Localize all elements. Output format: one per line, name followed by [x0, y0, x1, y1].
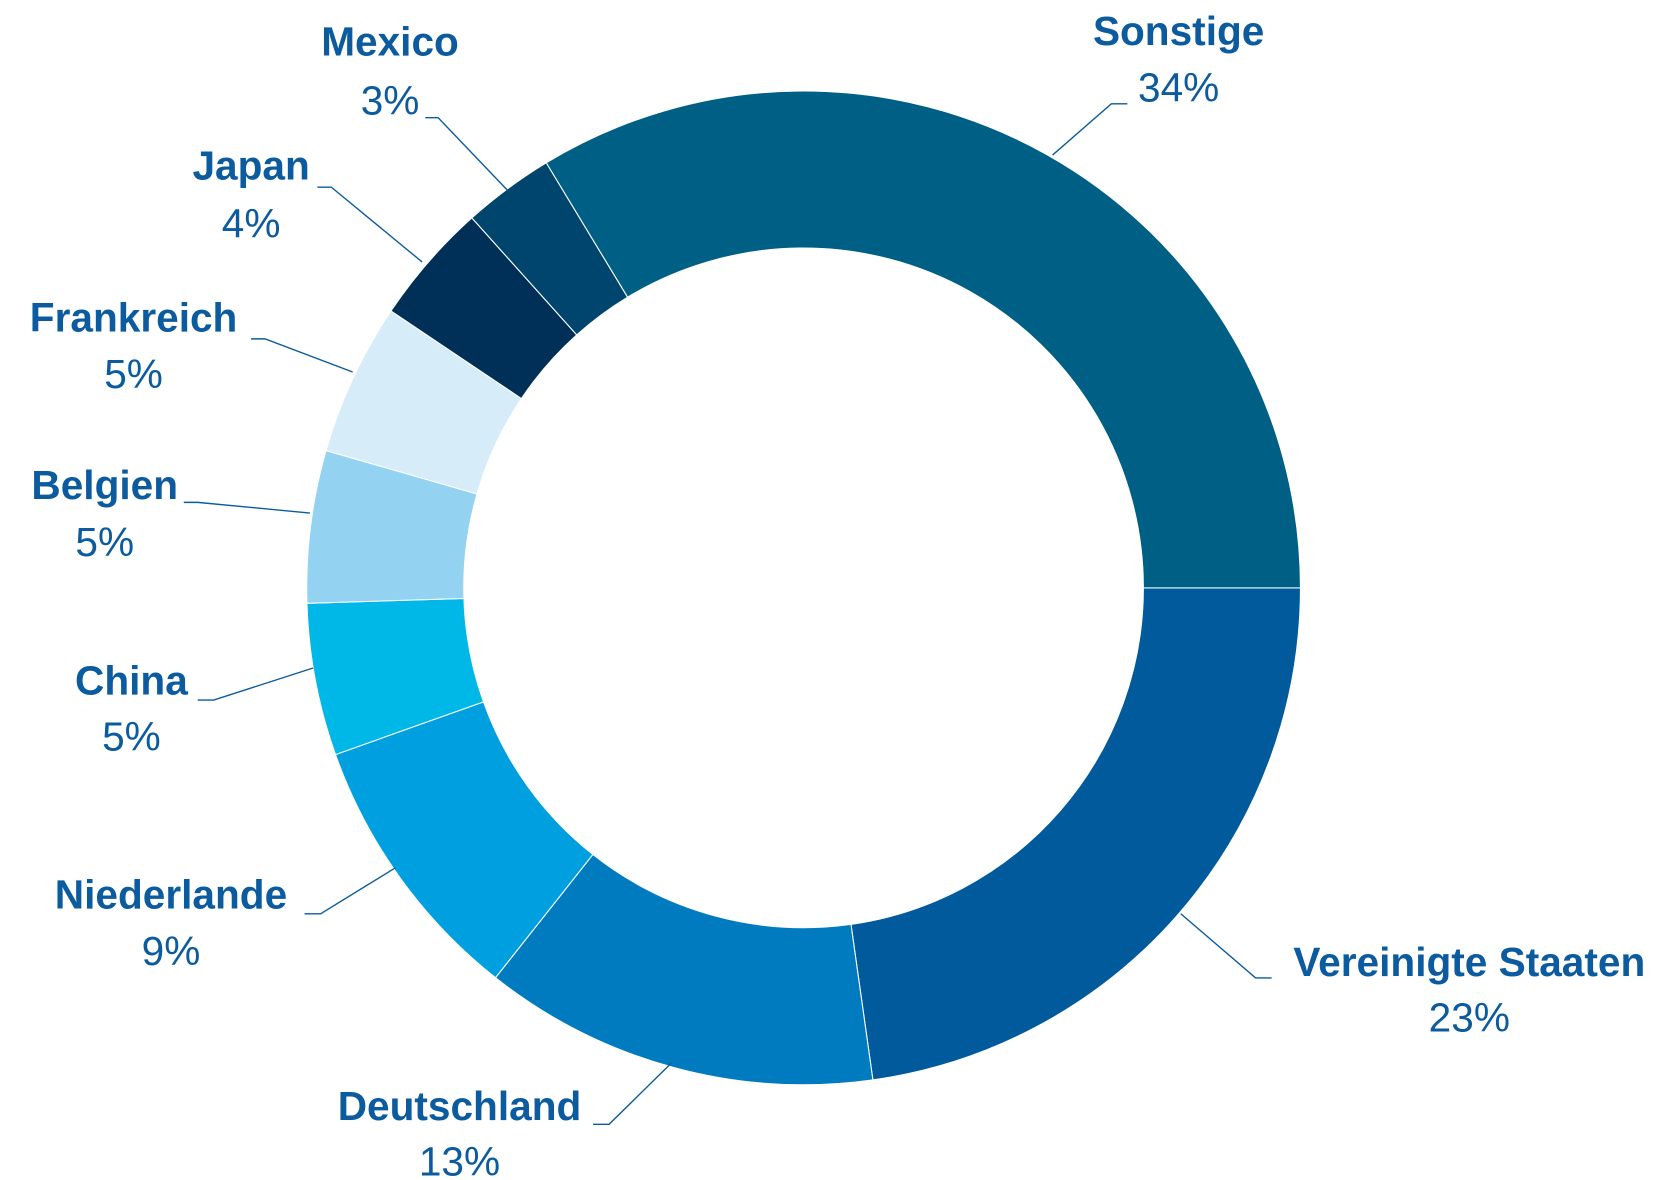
slice-name: Deutschland — [338, 1083, 582, 1129]
leader-line — [593, 1062, 672, 1125]
leader-line — [183, 501, 310, 514]
leader-line — [304, 867, 396, 915]
leader-line — [1052, 103, 1128, 156]
slice-value-label: 5% — [102, 713, 161, 759]
slice-value-label: 5% — [75, 519, 134, 565]
slice-value-label: 9% — [142, 928, 201, 974]
donut-slice — [545, 90, 1302, 589]
leader-line — [317, 186, 423, 263]
slice-value-label: 34% — [1138, 65, 1219, 111]
slice-name: Mexico — [321, 19, 459, 65]
leader-line — [1180, 913, 1272, 979]
slice-value-label: 3% — [361, 78, 420, 124]
leader-line — [251, 338, 353, 373]
slice-name: China — [75, 658, 188, 704]
slice-name: Niederlande — [55, 871, 287, 917]
slice-name: Japan — [192, 143, 309, 189]
slice-value-label: 23% — [1429, 994, 1510, 1040]
slice-name: Vereinigte Staaten — [1293, 939, 1645, 985]
slice-value-label: 13% — [419, 1139, 500, 1180]
slice-value-label: 4% — [222, 200, 281, 246]
slice-name: Belgien — [31, 462, 178, 508]
slice-name: Frankreich — [30, 294, 238, 340]
leader-line — [425, 116, 509, 191]
donut-slice — [850, 587, 1302, 1081]
slice-value-label: 5% — [104, 351, 163, 397]
slice-name: Sonstige — [1093, 8, 1264, 54]
leader-line — [197, 667, 314, 701]
